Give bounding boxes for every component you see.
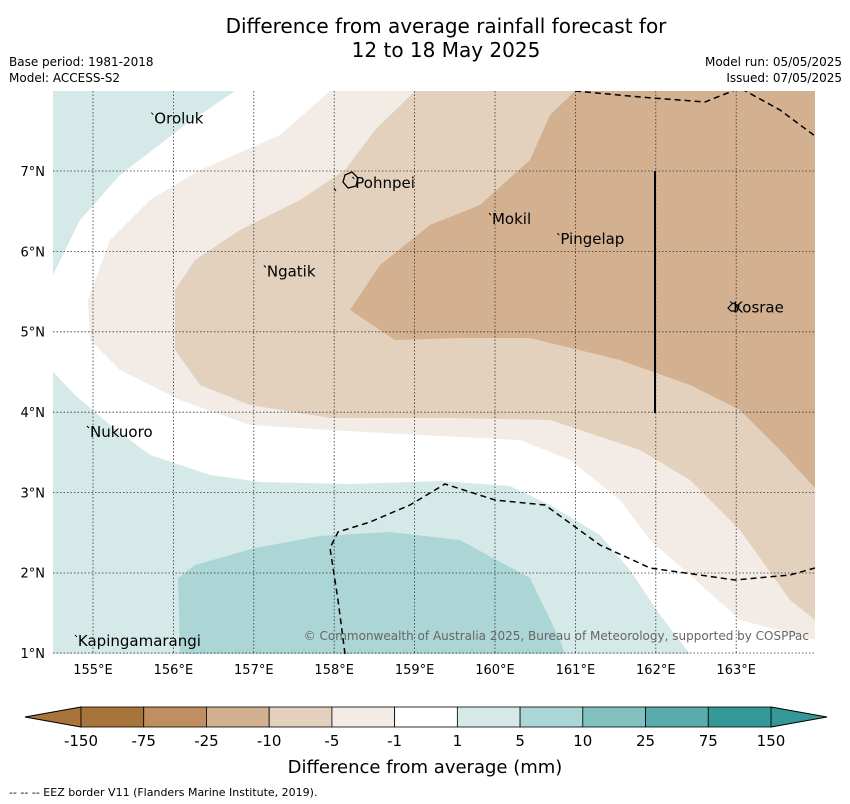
colorbar-extend-high — [770, 706, 828, 728]
model-name: Model: ACCESS-S2 — [9, 71, 121, 85]
place-label: Mokil — [492, 210, 531, 228]
copyright-notice: © Commonwealth of Australia 2025, Bureau… — [304, 629, 809, 643]
chart-title: Difference from average rainfall forecas… — [0, 14, 850, 62]
title-line-2: 12 to 18 May 2025 — [351, 38, 541, 62]
place-labels: Oroluk Pohnpei Mokil Pingelap Ngatik Kosrae Nu… — [74, 110, 784, 650]
ant-atoll-mark — [333, 187, 337, 192]
lon-tick-label: 159°E — [395, 663, 435, 678]
colorbar-tick-label: 5 — [515, 732, 525, 750]
lat-tick-label: 1°N — [21, 647, 46, 662]
map-gridlines — [53, 91, 815, 654]
colorbar-tick-label: -150 — [64, 732, 98, 750]
lon-tick-label: 162°E — [636, 663, 676, 678]
colorbar-swatch — [80, 706, 145, 728]
lat-tick-label: 5°N — [21, 326, 46, 341]
place-label: Kapingamarangi — [78, 632, 201, 650]
colorbar-swatch — [456, 706, 521, 728]
colorbar-swatch — [206, 706, 270, 728]
title-line-1: Difference from average rainfall forecas… — [225, 14, 667, 38]
colorbar-swatch — [645, 706, 709, 728]
colorbar-swatch — [707, 706, 772, 728]
lat-tick-label: 3°N — [21, 486, 46, 501]
lat-tick-label: 6°N — [21, 245, 46, 260]
colorbar-tick-label: -25 — [194, 732, 219, 750]
colorbar-tick-label: 1 — [453, 732, 463, 750]
place-marker — [86, 425, 90, 429]
place-marker — [488, 212, 492, 216]
place-marker — [351, 176, 355, 180]
lon-tick-label: 160°E — [475, 663, 515, 678]
eez-footnote: -- -- -- EEZ border V11 (Flanders Marine… — [9, 786, 318, 799]
place-marker — [729, 301, 733, 304]
issued-date: Issued: 07/05/2025 — [726, 71, 842, 85]
colorbar-tick-label: 75 — [699, 732, 718, 750]
zone-dry-10-25 — [350, 91, 815, 488]
lon-tick-label: 157°E — [234, 663, 274, 678]
colorbar-tick-label: -5 — [324, 732, 339, 750]
colorbar-swatch — [331, 706, 396, 728]
rainfall-map: Oroluk Pohnpei Mokil Pingelap Ngatik Kosrae Nu… — [53, 91, 815, 654]
colorbar-tick-label: 10 — [573, 732, 592, 750]
colorbar-tick-label: -1 — [387, 732, 402, 750]
meta-right: Model run: 05/05/2025 Issued: 07/05/2025 — [705, 54, 842, 86]
place-marker — [556, 232, 560, 236]
kosrae-island-outline — [727, 302, 740, 312]
colorbar-swatch — [582, 706, 646, 728]
colorbar: -150 -75 -25 -10 -5 -1 1 5 10 25 75 150 — [24, 706, 828, 750]
meta-left: Base period: 1981-2018 Model: ACCESS-S2 — [9, 54, 154, 86]
place-label: Pohnpei — [355, 174, 415, 192]
base-period: Base period: 1981-2018 — [9, 55, 154, 69]
place-marker — [74, 634, 78, 638]
model-run: Model run: 05/05/2025 — [704, 55, 842, 69]
colorbar-tick-label: 25 — [636, 732, 655, 750]
place-label: Nukuoro — [90, 423, 153, 441]
colorbar-swatch — [143, 706, 207, 728]
place-label: Oroluk — [154, 110, 203, 128]
colorbar-title: Difference from average (mm) — [288, 757, 563, 778]
colorbar-tick-label: -10 — [257, 732, 282, 750]
eez-borders — [329, 91, 815, 654]
lon-tick-label: 161°E — [556, 663, 596, 678]
colorbar-swatch — [268, 706, 333, 728]
colorbar-tick-label: -75 — [131, 732, 156, 750]
colorbar-swatch — [394, 706, 458, 728]
lat-tick-label: 7°N — [21, 165, 46, 180]
place-marker — [263, 264, 267, 268]
lon-tick-label: 156°E — [154, 663, 194, 678]
lon-tick-label: 158°E — [314, 663, 354, 678]
colorbar-extend-low — [24, 706, 82, 728]
place-marker — [150, 112, 154, 116]
zone-wet-5-10 — [178, 532, 565, 654]
lon-tick-label: 163°E — [716, 663, 756, 678]
map-axes: 155°E 156°E 157°E 158°E 159°E 160°E 161°E 162°E… — [21, 165, 756, 678]
pohnpei-island-outline — [342, 171, 359, 189]
lon-tick-label: 155°E — [73, 663, 113, 678]
place-label: Pingelap — [560, 230, 624, 248]
lat-tick-label: 2°N — [21, 567, 46, 582]
colorbar-swatch — [519, 706, 584, 728]
colorbar-tick-label: 150 — [757, 732, 786, 750]
lat-tick-label: 4°N — [21, 406, 46, 421]
place-label: Ngatik — [267, 262, 316, 280]
place-label: Kosrae — [733, 298, 784, 316]
zone-wet-1-5-north — [53, 91, 235, 275]
